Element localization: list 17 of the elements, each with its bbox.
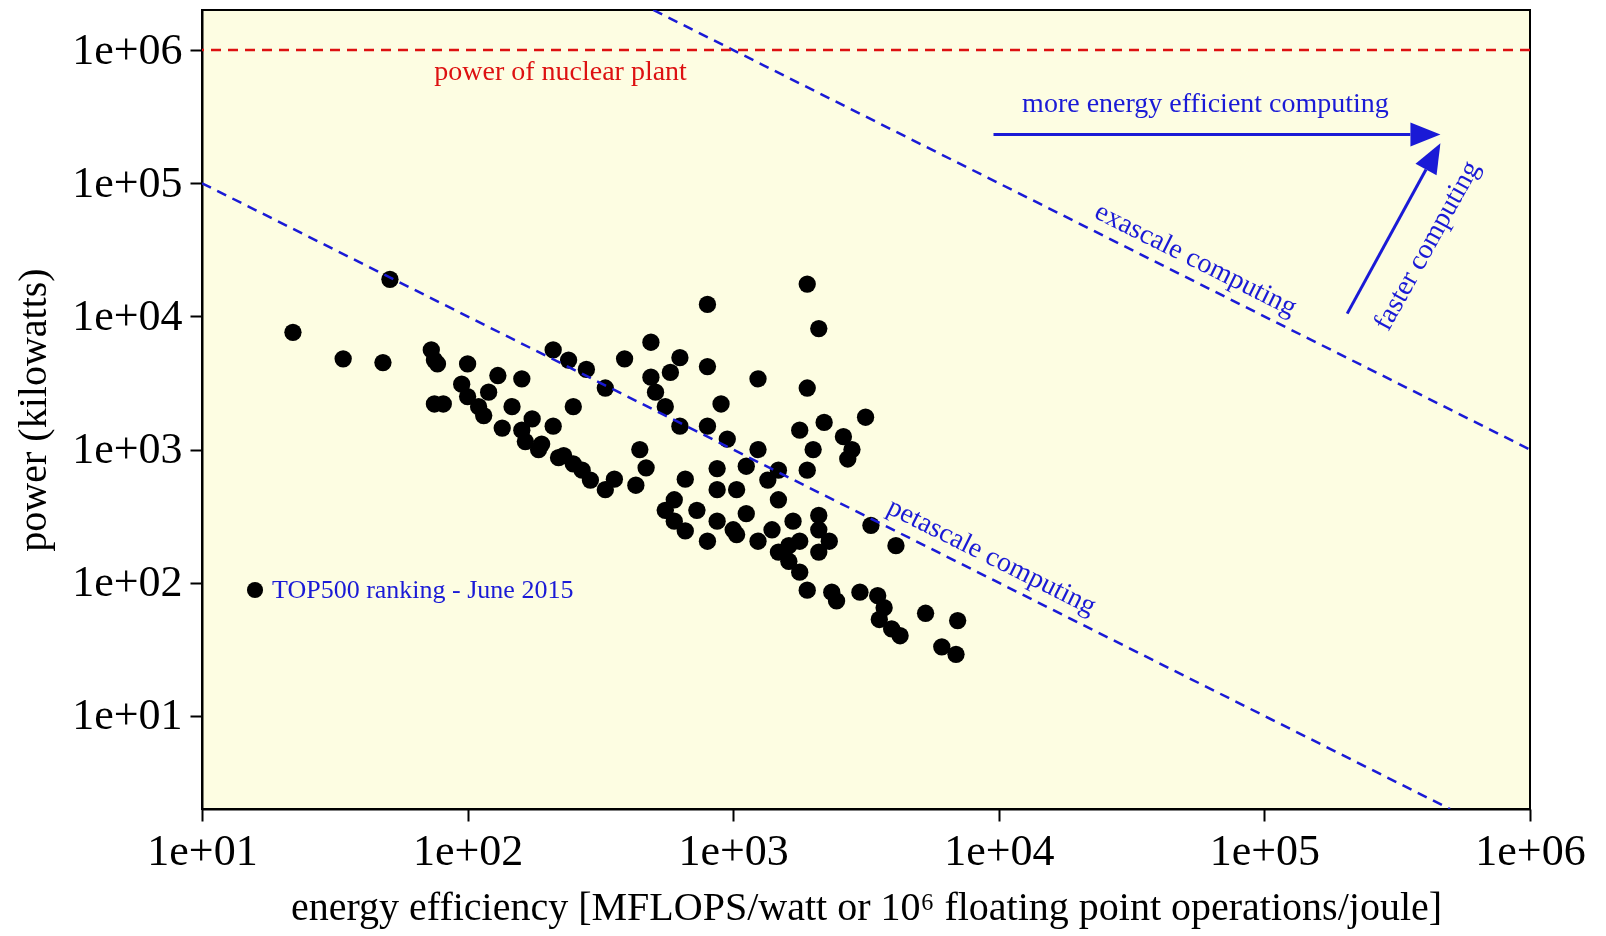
y-tick-label: 1e+04 — [72, 290, 183, 340]
y-tick-label: 1e+06 — [72, 24, 183, 74]
x-tick-label: 1e+03 — [678, 825, 789, 875]
x-tick-label: 1e+04 — [944, 825, 1055, 875]
y-axis-title: power (kilowatts) — [10, 268, 56, 552]
y-tick-label: 1e+01 — [72, 690, 183, 740]
x-tick-label: 1e+02 — [412, 825, 524, 875]
x-tick-label: 1e+06 — [1475, 825, 1586, 875]
x-tick-label: 1e+05 — [1209, 825, 1321, 875]
x-axis-title: energy efficiency [MFLOPS/watt or 10⁶ floating point operations/joule] — [290, 883, 1443, 929]
x-tick-label: 1e+01 — [147, 825, 258, 875]
annotation: more energy efficient computing — [1022, 87, 1389, 119]
y-tick-label: 1e+05 — [72, 157, 183, 207]
ref-line-label: power of nuclear plant — [434, 55, 688, 87]
y-tick-label: 1e+02 — [72, 557, 183, 607]
y-tick-label: 1e+03 — [72, 424, 183, 474]
legend-label: TOP500 ranking - June 2015 — [272, 575, 574, 604]
